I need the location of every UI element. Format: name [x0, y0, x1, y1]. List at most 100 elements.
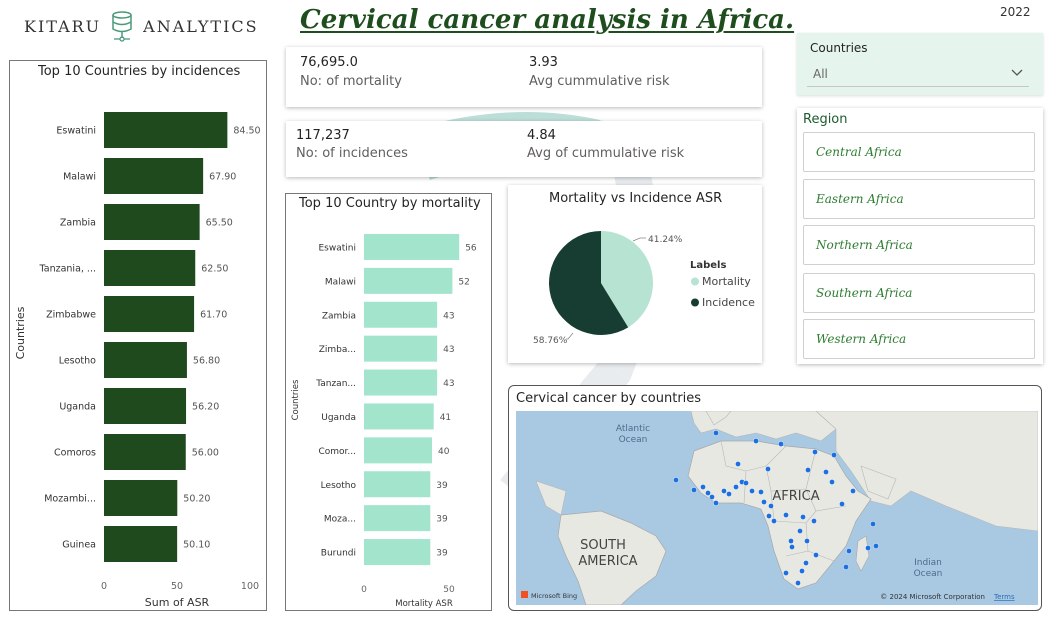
data-label: 56.20: [192, 402, 219, 413]
bar[interactable]: [364, 335, 438, 362]
africa-map[interactable]: Atlantic Ocean AFRICA SOUTH AMERICA Indi…: [516, 411, 1038, 605]
brand-right-text: ANALYTICS: [143, 16, 259, 36]
map-bubble[interactable]: [709, 494, 715, 500]
map-bubble[interactable]: [788, 538, 794, 544]
data-label: 43: [443, 345, 454, 355]
bar[interactable]: [364, 233, 460, 260]
legend-marker: [691, 298, 699, 307]
map-bubble[interactable]: [797, 528, 803, 534]
region-item-western-africa[interactable]: Western Africa: [803, 319, 1035, 359]
bar[interactable]: [364, 301, 438, 328]
avg-risk-value: 3.93: [529, 55, 558, 70]
region-item-northern-africa[interactable]: Northern Africa: [803, 225, 1035, 265]
map-bubble[interactable]: [805, 467, 811, 473]
map-bubble[interactable]: [778, 441, 784, 447]
bar[interactable]: [104, 204, 200, 240]
map-bubble[interactable]: [783, 512, 789, 518]
bar[interactable]: [364, 471, 431, 498]
bar[interactable]: [104, 480, 178, 516]
x-tick-label: 50: [171, 581, 183, 592]
data-label: 39: [436, 481, 448, 491]
avg-risk-label: Avg cummulative risk: [529, 74, 670, 89]
region-item-central-africa[interactable]: Central Africa: [803, 132, 1035, 172]
map-terms-link[interactable]: Terms: [993, 593, 1015, 601]
legend-entry[interactable]: Mortality: [702, 275, 751, 288]
bar[interactable]: [364, 437, 432, 464]
bar[interactable]: [364, 505, 431, 532]
pie-slice[interactable]: [601, 231, 653, 328]
map-bubble[interactable]: [743, 480, 749, 486]
kpi-card-mortality: 76,695.0 No: of mortality 3.93 Avg cummu…: [286, 47, 762, 107]
map-bubble[interactable]: [795, 580, 801, 586]
bar[interactable]: [104, 434, 186, 470]
map-bubble[interactable]: [831, 452, 837, 458]
data-label: 50.10: [183, 540, 210, 551]
map-bubble[interactable]: [811, 518, 817, 524]
map-bubble[interactable]: [850, 488, 856, 494]
map-bubble[interactable]: [721, 488, 727, 494]
bar[interactable]: [104, 342, 187, 378]
map-bubble[interactable]: [765, 466, 771, 472]
map-bubble[interactable]: [753, 438, 759, 444]
map-bubble[interactable]: [771, 518, 777, 524]
bar[interactable]: [104, 250, 196, 286]
map-bubble[interactable]: [873, 543, 879, 549]
map-bubble[interactable]: [758, 489, 764, 495]
bar[interactable]: [104, 526, 178, 562]
map-bubble[interactable]: [843, 564, 849, 570]
region-item-eastern-africa[interactable]: Eastern Africa: [803, 179, 1035, 219]
bar[interactable]: [104, 296, 195, 332]
bar[interactable]: [104, 158, 204, 194]
legend-entry[interactable]: Incidence: [702, 296, 755, 309]
map-bubble[interactable]: [761, 499, 767, 505]
category-label: Uganda: [59, 402, 96, 413]
map-bubble[interactable]: [713, 430, 719, 436]
map-bubble[interactable]: [733, 484, 739, 490]
map-bubble[interactable]: [691, 487, 697, 493]
map-bubble[interactable]: [749, 488, 755, 494]
map-bubble[interactable]: [700, 484, 706, 490]
map-bubble[interactable]: [766, 513, 772, 519]
map-bubble[interactable]: [735, 461, 741, 467]
map-bubble[interactable]: [804, 538, 810, 544]
x-axis-title: Sum of ASR: [145, 596, 210, 609]
map-bubble[interactable]: [870, 521, 876, 527]
map-bubble[interactable]: [799, 568, 805, 574]
map-bubble[interactable]: [768, 503, 774, 509]
pie-slice[interactable]: [549, 231, 629, 335]
bar[interactable]: [364, 369, 438, 396]
bar[interactable]: [104, 112, 228, 148]
incidence-value: 117,237: [296, 128, 350, 143]
incidences-chart-card: Top 10 Countries by incidences Eswatini 8…: [9, 60, 267, 611]
map-bubble[interactable]: [846, 548, 852, 554]
map-bubble[interactable]: [803, 560, 809, 566]
bar[interactable]: [364, 267, 453, 294]
map-bubble[interactable]: [813, 552, 819, 558]
map-bubble[interactable]: [673, 477, 679, 483]
data-label: 56.00: [192, 448, 219, 459]
year-label: 2022: [1000, 5, 1031, 19]
bar[interactable]: [364, 403, 434, 430]
map-bubble[interactable]: [865, 545, 871, 551]
data-label: 58.76%: [533, 336, 568, 346]
map-bubble[interactable]: [800, 514, 806, 520]
category-label: Uganda: [321, 413, 356, 423]
bar[interactable]: [364, 539, 431, 566]
category-label: Eswatini: [319, 243, 357, 253]
kpi-card-incidence: 117,237 No: of incidences 4.84 Avg of cu…: [286, 121, 762, 177]
countries-slicer-title: Countries: [810, 41, 868, 55]
countries-dropdown[interactable]: All: [807, 61, 1029, 87]
x-tick-label: 0: [361, 585, 367, 595]
map-bubble[interactable]: [789, 544, 795, 550]
region-item-southern-africa[interactable]: Southern Africa: [803, 273, 1035, 313]
legend-marker: [691, 277, 699, 286]
map-bubble[interactable]: [783, 570, 789, 576]
bar[interactable]: [104, 388, 187, 424]
map-bubble[interactable]: [812, 449, 818, 455]
map-bubble[interactable]: [839, 501, 845, 507]
map-bubble[interactable]: [726, 491, 732, 497]
map-bubble[interactable]: [823, 469, 829, 475]
map-bubble[interactable]: [713, 500, 719, 506]
map-bubble[interactable]: [829, 479, 835, 485]
map-bubble[interactable]: [705, 490, 711, 496]
